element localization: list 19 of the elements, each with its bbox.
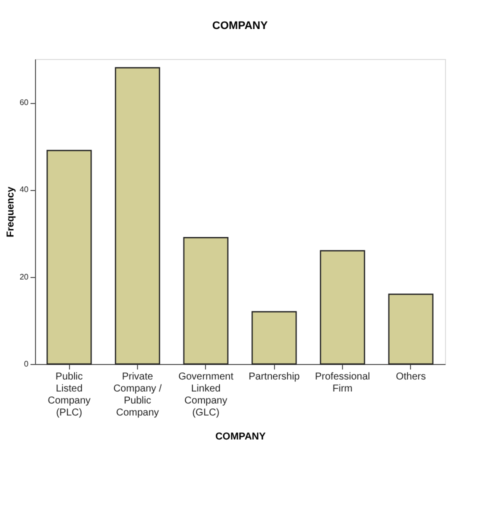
x-tick-label: Partnership [248,372,300,382]
bar [114,67,160,365]
chart-title: COMPANY [212,20,268,32]
bar [388,294,434,365]
y-tick-label: 60 [20,98,30,108]
bar [183,237,228,365]
x-tick-label: Private Company / Public Company [113,372,162,418]
y-tick-label: 40 [20,185,30,194]
x-tick-label: Professional Firm [314,372,370,394]
x-axis-title: COMPANY [215,432,266,442]
y-tick-label: 0 [24,360,30,368]
x-tick-label: Government Linked Company (GLC) [178,372,234,418]
bar [252,311,297,365]
x-tick-label: Public Listed Company (PLC) [48,372,91,418]
bar [46,150,92,365]
x-tick-label: Others [396,372,426,382]
bar [320,250,366,365]
y-tick-label: 20 [20,272,30,282]
y-axis-title: Frequency [6,186,17,238]
